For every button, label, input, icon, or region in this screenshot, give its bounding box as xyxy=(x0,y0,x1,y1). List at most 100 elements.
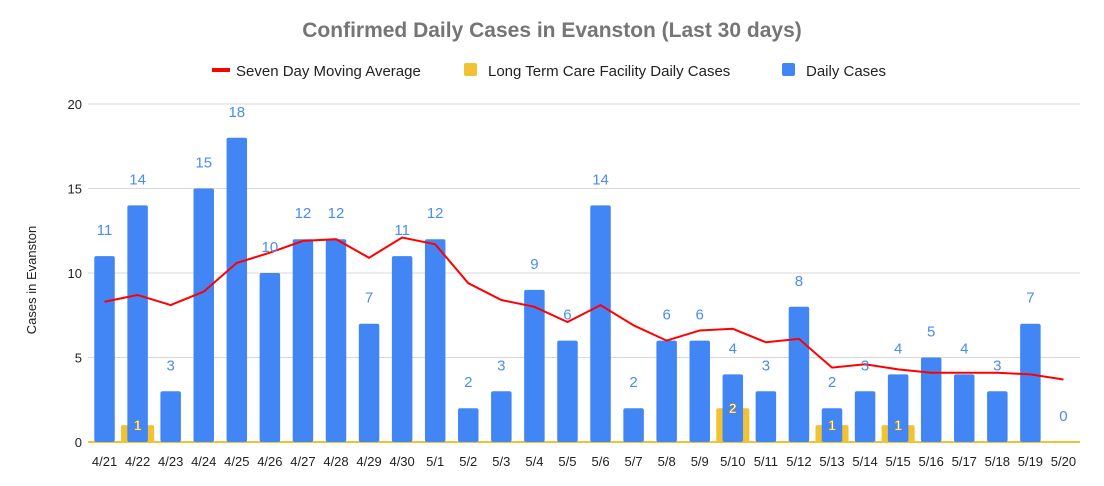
daily-value-label: 4 xyxy=(960,340,968,357)
daily-bar xyxy=(160,391,181,442)
y-tick-label: 15 xyxy=(68,182,82,197)
ltc-value-label: 1 xyxy=(894,417,902,433)
daily-bar xyxy=(226,137,248,443)
daily-bar xyxy=(854,391,876,442)
x-tick-label: 4/24 xyxy=(191,454,216,469)
daily-bar xyxy=(689,340,710,442)
x-tick-label: 4/21 xyxy=(92,454,117,469)
daily-bar xyxy=(920,357,942,442)
x-tick-label: 5/15 xyxy=(885,454,910,469)
daily-value-label: 3 xyxy=(497,357,505,374)
daily-value-label: 9 xyxy=(530,256,538,273)
daily-value-label: 15 xyxy=(195,155,212,172)
legend-swatch xyxy=(782,63,795,76)
x-tick-label: 4/28 xyxy=(323,454,348,469)
daily-bar xyxy=(557,340,578,442)
daily-bar xyxy=(821,408,843,442)
x-tick-label: 4/30 xyxy=(389,454,414,469)
x-tick-label: 4/29 xyxy=(356,454,381,469)
x-tick-label: 5/14 xyxy=(852,454,877,469)
daily-value-label: 8 xyxy=(795,273,803,290)
x-tick-label: 5/19 xyxy=(1018,454,1043,469)
x-tick-label: 4/26 xyxy=(257,454,282,469)
daily-value-label: 2 xyxy=(629,374,637,391)
daily-value-label: 5 xyxy=(927,324,935,341)
daily-bar xyxy=(954,374,975,442)
x-tick-label: 5/10 xyxy=(720,454,745,469)
daily-bar xyxy=(590,205,611,442)
daily-value-label: 11 xyxy=(394,222,410,239)
daily-value-label: 3 xyxy=(166,357,174,374)
y-tick-label: 20 xyxy=(68,97,82,112)
daily-bar xyxy=(292,239,314,442)
x-tick-label: 4/23 xyxy=(158,454,183,469)
x-tick-label: 4/25 xyxy=(224,454,249,469)
daily-bar xyxy=(887,374,909,442)
x-tick-label: 5/20 xyxy=(1051,454,1076,469)
x-tick-label: 5/5 xyxy=(558,454,576,469)
x-tick-label: 5/2 xyxy=(459,454,477,469)
daily-bar xyxy=(1020,323,1041,442)
x-tick-label: 5/12 xyxy=(786,454,811,469)
x-tick-label: 4/22 xyxy=(125,454,150,469)
daily-value-label: 2 xyxy=(464,374,472,391)
legend-swatch xyxy=(212,68,230,72)
ltc-value-label: 1 xyxy=(828,417,836,433)
daily-value-label: 18 xyxy=(228,104,245,121)
daily-bar xyxy=(94,256,115,442)
daily-bar xyxy=(127,205,148,442)
daily-value-label: 3 xyxy=(993,357,1001,374)
legend: Seven Day Moving Average Long Term Care F… xyxy=(212,63,886,80)
daily-bar xyxy=(325,239,347,442)
moving-average-path xyxy=(104,236,1064,381)
x-tick-label: 4/27 xyxy=(290,454,315,469)
daily-value-label: 7 xyxy=(1026,290,1034,307)
x-tick-label: 5/4 xyxy=(525,454,543,469)
daily-bar xyxy=(788,306,810,442)
daily-value-label: 4 xyxy=(729,340,737,357)
x-tick-label: 5/18 xyxy=(985,454,1010,469)
chart-title: Confirmed Daily Cases in Evanston (Last … xyxy=(302,19,802,42)
daily-bar xyxy=(722,374,744,442)
x-tick-label: 5/7 xyxy=(625,454,643,469)
daily-bars xyxy=(94,137,1041,443)
ltc-value-label: 1 xyxy=(134,417,142,433)
daily-value-label: 6 xyxy=(662,307,670,324)
daily-value-label: 10 xyxy=(262,239,279,256)
y-axis-label: Cases in Evanston xyxy=(24,226,39,334)
daily-bar xyxy=(656,340,677,442)
daily-value-label: 11 xyxy=(97,222,113,239)
daily-bar xyxy=(458,408,479,442)
x-tick-label: 5/13 xyxy=(819,454,844,469)
gridlines: 0 5 10 15 20 xyxy=(68,97,1080,450)
ltc-value-label: 2 xyxy=(729,400,737,416)
y-tick-label: 10 xyxy=(68,266,82,281)
daily-value-label: 4 xyxy=(894,340,902,357)
daily-bar xyxy=(193,188,214,442)
daily-bar xyxy=(524,289,545,442)
daily-bar xyxy=(424,239,446,442)
legend-swatch xyxy=(464,63,477,76)
x-tick-label: 5/17 xyxy=(952,454,977,469)
daily-value-label: 0 xyxy=(1059,408,1067,425)
legend-label: Long Term Care Facility Daily Cases xyxy=(488,63,730,80)
daily-value-label: 14 xyxy=(592,171,609,188)
daily-value-label: 12 xyxy=(427,205,444,222)
daily-value-label: 2 xyxy=(828,374,836,391)
daily-value-label: 6 xyxy=(563,307,571,324)
daily-bar xyxy=(391,256,413,442)
x-tick-label: 5/11 xyxy=(754,454,778,469)
x-tick-label: 5/16 xyxy=(919,454,944,469)
daily-bar xyxy=(623,408,644,442)
daily-value-label: 6 xyxy=(696,307,704,324)
daily-value-label: 7 xyxy=(365,290,373,307)
x-tick-label: 5/6 xyxy=(591,454,609,469)
x-tick-label: 5/8 xyxy=(658,454,676,469)
legend-label: Daily Cases xyxy=(806,63,886,80)
daily-value-label: 3 xyxy=(861,357,869,374)
moving-average-line xyxy=(104,236,1064,381)
daily-value-label: 12 xyxy=(295,205,312,222)
daily-bar xyxy=(259,273,281,442)
